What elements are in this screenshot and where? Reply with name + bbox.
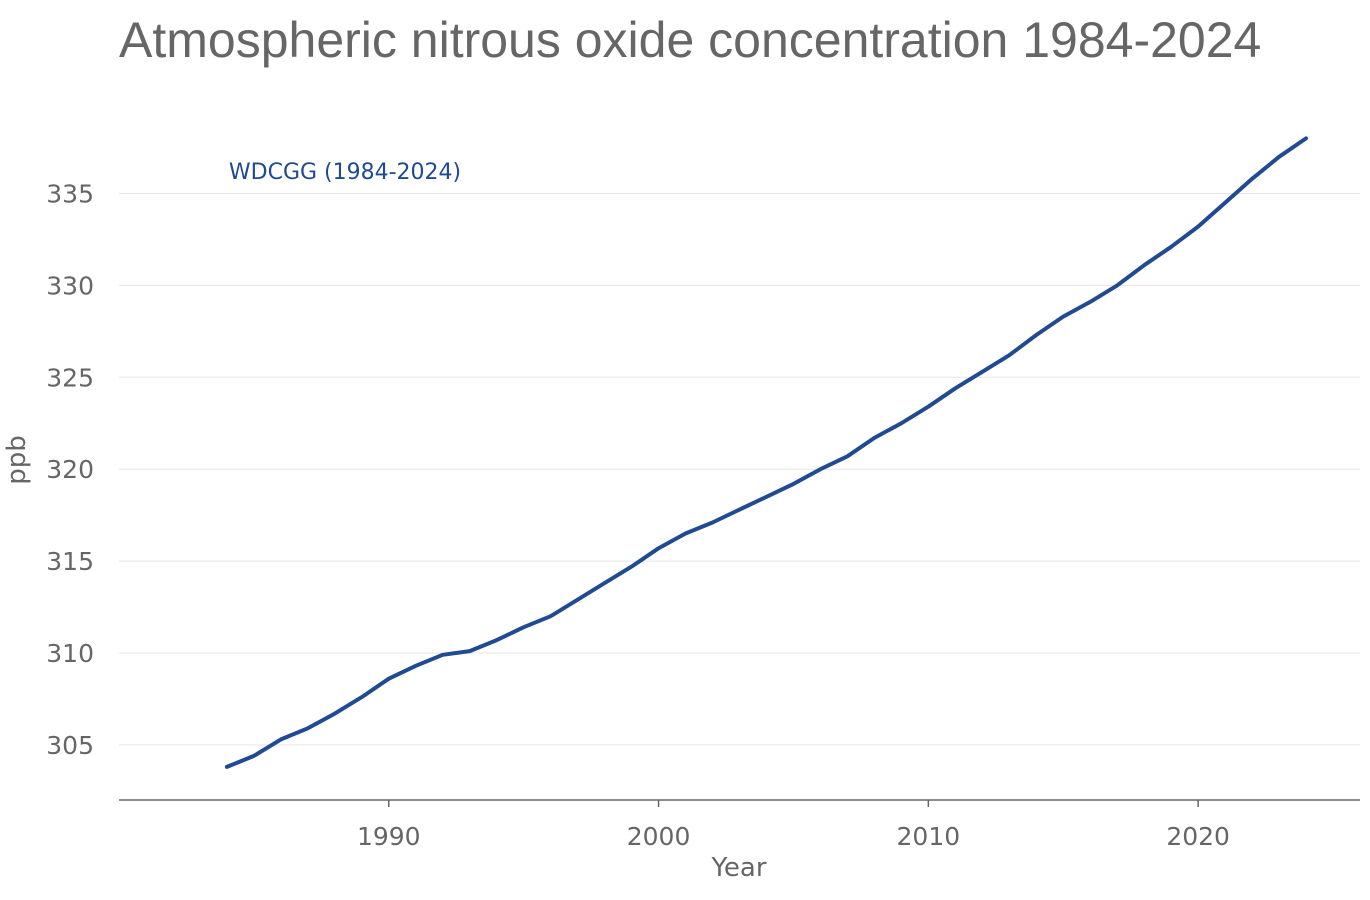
y-tick-label-335: 335: [46, 180, 94, 209]
series-label-0: WDCGG (1984-2024): [229, 160, 461, 185]
y-tick-label-325: 325: [46, 363, 94, 392]
chart-title: Atmospheric nitrous oxide concentration …: [119, 12, 1262, 68]
series-line-0: [224, 136, 1308, 769]
y-tick-label-305: 305: [46, 731, 94, 760]
y-tick-label-315: 315: [46, 547, 94, 576]
y-tick-label-320: 320: [46, 455, 94, 484]
x-axis-title: Year: [710, 853, 766, 883]
x-tick-label-1990: 1990: [357, 822, 421, 851]
y-tick-label-310: 310: [46, 639, 94, 668]
x-tick-label-2020: 2020: [1166, 822, 1230, 851]
x-tick-label-2010: 2010: [897, 822, 961, 851]
x-tick-label-2000: 2000: [627, 822, 691, 851]
y-tick-label-330: 330: [46, 271, 94, 300]
y-axis-title: ppb: [2, 435, 32, 485]
